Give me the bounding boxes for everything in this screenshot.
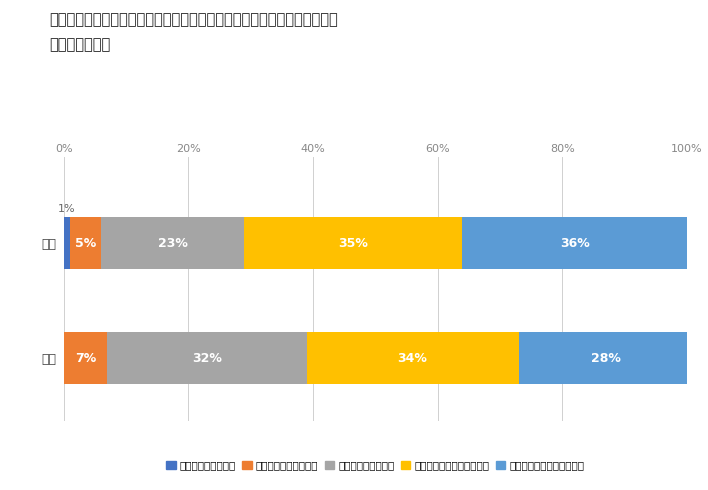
- Text: 28%: 28%: [591, 352, 621, 365]
- Text: 34%: 34%: [398, 352, 428, 365]
- Text: 23%: 23%: [158, 237, 188, 249]
- Text: 32%: 32%: [192, 352, 222, 365]
- Text: 5%: 5%: [75, 237, 96, 249]
- Legend: イメージは全くない, イメージはあまりない, どちらともいえない, イメージをやや持っている, イメージを強く持っている: イメージは全くない, イメージはあまりない, どちらともいえない, イメージをや…: [162, 456, 588, 474]
- Bar: [70, 217, 101, 269]
- Text: 35%: 35%: [338, 237, 368, 249]
- Bar: [462, 217, 687, 269]
- Bar: [244, 217, 462, 269]
- Bar: [307, 332, 518, 384]
- Bar: [108, 332, 307, 384]
- Text: 7%: 7%: [75, 352, 96, 365]
- Bar: [64, 332, 108, 384]
- Bar: [518, 332, 693, 384]
- Text: 1%: 1%: [58, 204, 76, 214]
- Text: 36%: 36%: [560, 237, 590, 249]
- Text: を推進している: を推進している: [50, 37, 111, 52]
- Text: ［図表９］入社予定の会社に対して持っているイメージ：ダイバーシティ: ［図表９］入社予定の会社に対して持っているイメージ：ダイバーシティ: [50, 12, 338, 27]
- Bar: [101, 217, 244, 269]
- Bar: [64, 217, 70, 269]
